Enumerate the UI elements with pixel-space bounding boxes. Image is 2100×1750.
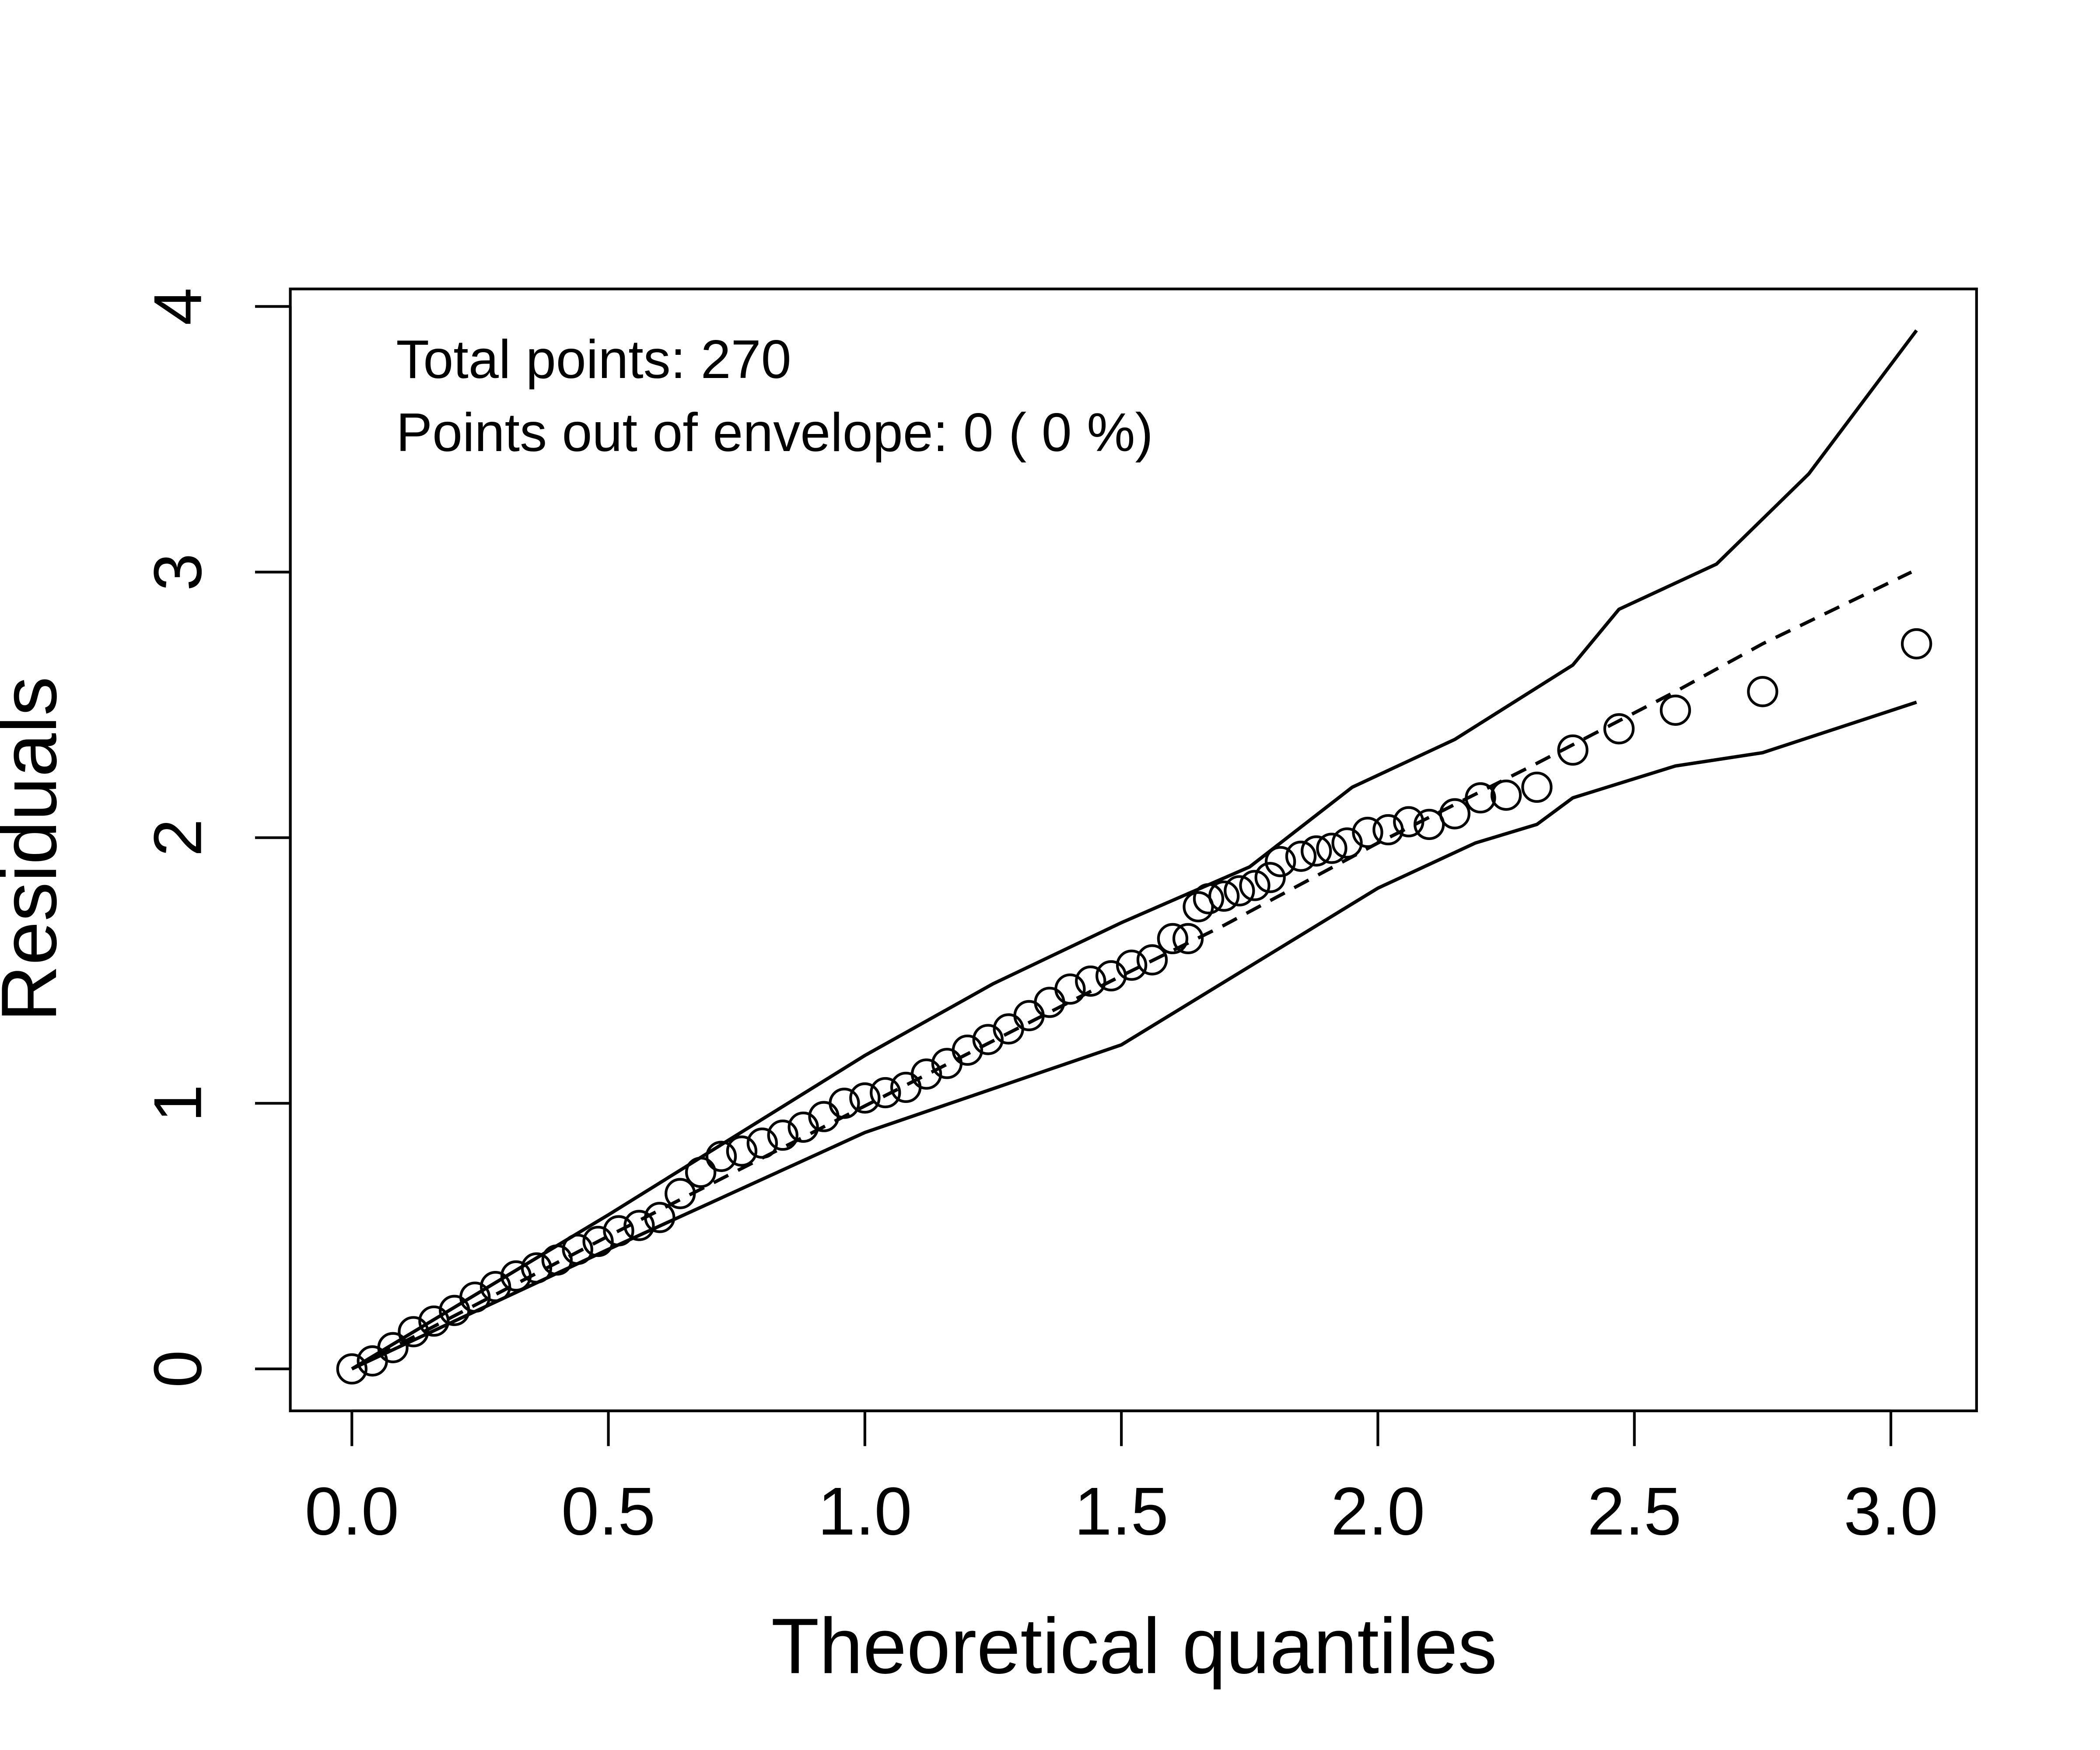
- point: [562, 1234, 593, 1265]
- point: [665, 1178, 696, 1209]
- point: [1900, 628, 1932, 660]
- point: [1193, 883, 1225, 914]
- point: [1393, 806, 1424, 837]
- point: [1557, 734, 1589, 766]
- point: [480, 1271, 511, 1302]
- point: [1372, 814, 1404, 846]
- point: [623, 1210, 655, 1241]
- x-tick-label: 3.0: [1844, 1474, 1938, 1549]
- point: [705, 1141, 737, 1172]
- point: [1116, 949, 1148, 981]
- point: [952, 1034, 984, 1066]
- point: [1490, 779, 1522, 811]
- point: [1208, 880, 1240, 912]
- point: [418, 1305, 450, 1337]
- point: [1439, 798, 1470, 830]
- point: [1224, 875, 1255, 906]
- x-tick-label: 1.5: [1074, 1474, 1169, 1549]
- point: [521, 1252, 553, 1284]
- point: [1157, 923, 1189, 955]
- annotation: Points out of envelope: 0 ( 0 %): [396, 402, 1153, 463]
- point: [1054, 973, 1086, 1005]
- point: [1264, 846, 1296, 878]
- point: [1603, 713, 1635, 745]
- envelope-line: [351, 329, 1918, 1371]
- point: [1331, 827, 1363, 859]
- point: [377, 1332, 409, 1363]
- point: [1034, 987, 1065, 1018]
- point: [1096, 960, 1127, 992]
- point: [726, 1135, 758, 1167]
- x-axis-label: Theoretical quantiles: [771, 1602, 1497, 1690]
- point: [1075, 965, 1106, 997]
- x-tick-label: 1.0: [818, 1474, 912, 1549]
- point: [1013, 1000, 1045, 1032]
- point: [500, 1260, 532, 1292]
- x-tick-label: 0.5: [561, 1474, 656, 1549]
- annotation: Total points: 270: [396, 329, 791, 390]
- point: [1352, 816, 1383, 848]
- point: [829, 1088, 860, 1119]
- point: [685, 1156, 717, 1188]
- point: [603, 1215, 634, 1246]
- point: [1659, 694, 1691, 726]
- point: [1521, 771, 1553, 803]
- point: [582, 1225, 614, 1257]
- y-tick-label: 4: [140, 287, 216, 325]
- point: [644, 1202, 676, 1233]
- x-tick-label: 2.0: [1331, 1474, 1425, 1549]
- point: [788, 1111, 819, 1143]
- point: [1316, 833, 1348, 864]
- point: [336, 1353, 368, 1385]
- y-tick-label: 3: [140, 553, 216, 591]
- point: [1239, 870, 1270, 901]
- point: [1301, 835, 1332, 867]
- y-tick-label: 1: [140, 1085, 216, 1122]
- point: [1414, 808, 1445, 840]
- point: [870, 1077, 901, 1109]
- envelope-line: [351, 570, 1912, 1371]
- point: [746, 1127, 778, 1159]
- point: [1465, 782, 1496, 814]
- point: [849, 1082, 881, 1114]
- point: [910, 1058, 942, 1090]
- point: [1172, 923, 1204, 955]
- y-tick-label: 2: [140, 819, 216, 857]
- point: [1254, 862, 1286, 893]
- point: [890, 1071, 922, 1103]
- point: [1747, 676, 1778, 707]
- point: [1285, 840, 1317, 872]
- point: [1136, 944, 1168, 976]
- point: [398, 1316, 429, 1348]
- y-tick-label: 0: [140, 1350, 216, 1388]
- x-tick-label: 0.0: [305, 1474, 399, 1549]
- envelope-line: [351, 700, 1917, 1371]
- point: [972, 1024, 1004, 1055]
- point: [541, 1244, 573, 1276]
- x-tick-label: 2.5: [1587, 1474, 1682, 1549]
- y-axis-label: Residuals: [0, 676, 73, 1022]
- point: [459, 1281, 491, 1313]
- point: [767, 1119, 798, 1151]
